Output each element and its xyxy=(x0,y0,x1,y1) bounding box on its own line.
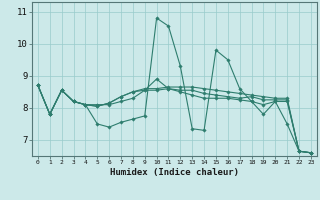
X-axis label: Humidex (Indice chaleur): Humidex (Indice chaleur) xyxy=(110,168,239,177)
